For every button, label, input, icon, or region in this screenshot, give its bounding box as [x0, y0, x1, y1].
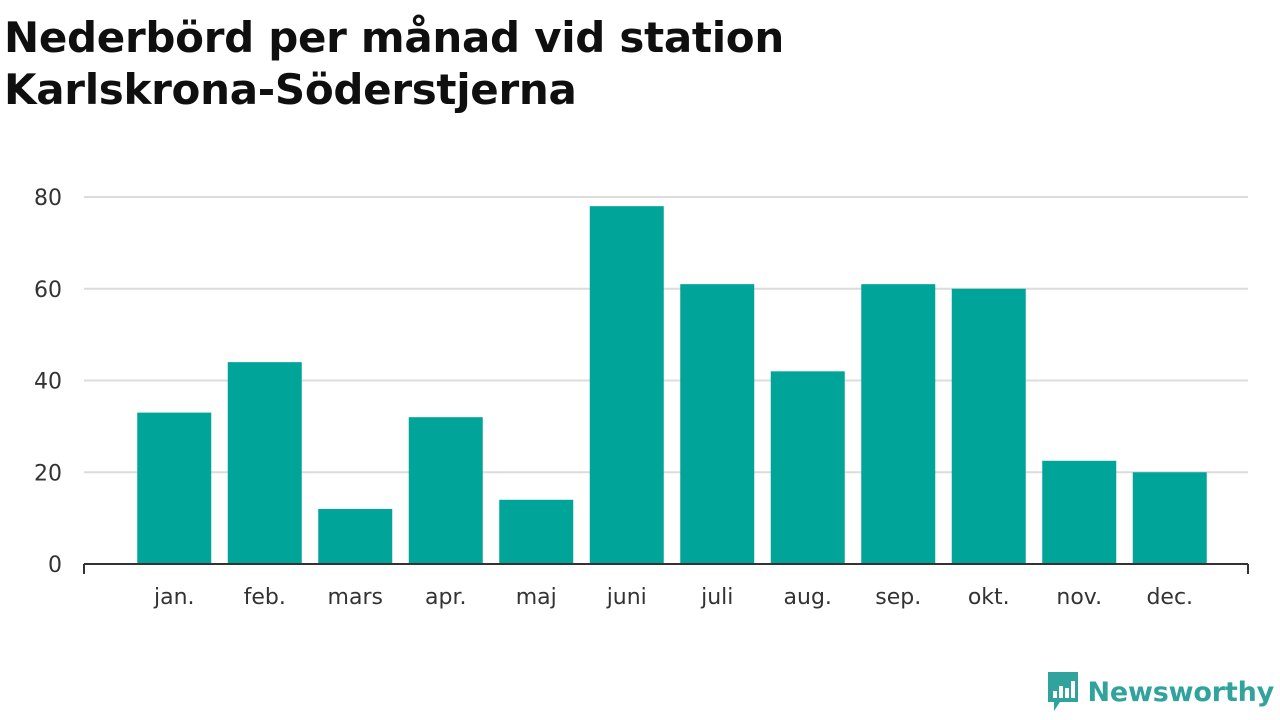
newsworthy-logo-icon: [1047, 672, 1078, 711]
y-axis-tick-labels: 0 20 40 60 80: [34, 186, 62, 578]
bar: [499, 499, 574, 564]
y-tick-label: 40: [34, 370, 62, 395]
bar: [589, 206, 664, 565]
bar: [1042, 460, 1117, 564]
x-tick-label: sep.: [875, 585, 921, 610]
x-tick-label: nov.: [1056, 585, 1102, 610]
page-title: Nederbörd per månad vid station Karlskro…: [4, 13, 784, 114]
y-tick-label: 20: [34, 461, 62, 486]
bar: [1132, 472, 1207, 564]
brand-name: Newsworthy: [1087, 676, 1275, 708]
x-tick-label: dec.: [1146, 585, 1193, 610]
x-tick-label: apr.: [425, 585, 466, 610]
bar: [951, 288, 1026, 564]
y-tick-label: 60: [34, 278, 62, 303]
bar: [408, 417, 483, 564]
bar: [770, 371, 845, 564]
x-tick-label: jan.: [153, 585, 195, 610]
x-tick-label: juli: [700, 585, 733, 610]
x-axis-tick-labels: jan. feb. mars apr. maj juni juli aug. sep. okt. n…: [153, 585, 1193, 610]
y-tick-label: 0: [48, 553, 62, 578]
bar: [318, 508, 393, 564]
brand-logo: Newsworthy: [1046, 670, 1274, 714]
bar: [680, 284, 755, 564]
bar: [137, 412, 212, 564]
bar: [861, 284, 936, 564]
x-axis: [83, 563, 1249, 574]
x-tick-label: aug.: [784, 585, 832, 610]
bar: [227, 362, 302, 564]
y-tick-label: 80: [34, 186, 62, 211]
bars: [137, 206, 1207, 565]
x-tick-label: juni: [606, 585, 647, 610]
x-tick-label: mars: [328, 585, 383, 610]
x-tick-label: maj: [516, 585, 557, 610]
x-tick-label: feb.: [244, 585, 286, 610]
x-tick-label: okt.: [968, 585, 1010, 610]
